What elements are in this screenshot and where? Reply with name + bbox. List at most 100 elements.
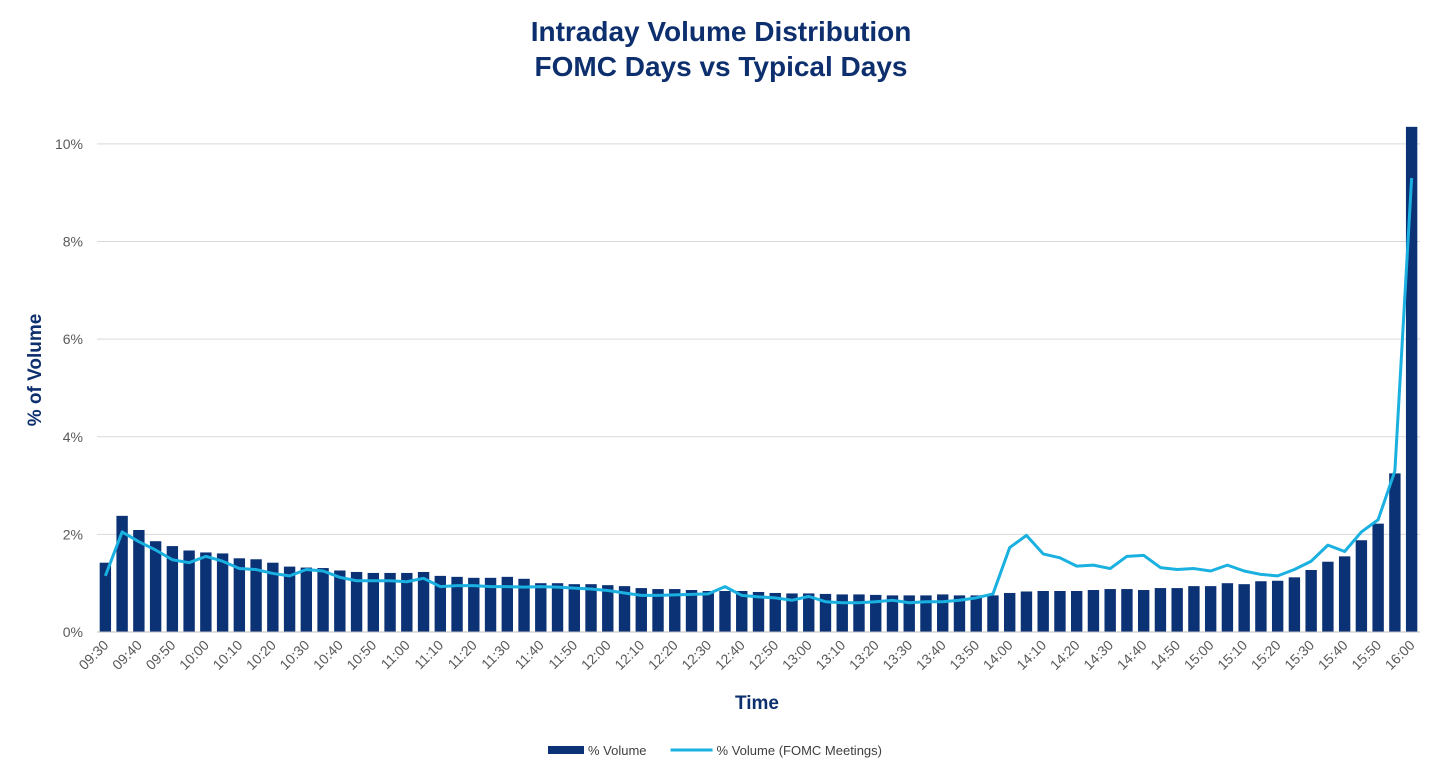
bar [1338, 556, 1351, 632]
bar [1020, 591, 1033, 632]
bar [451, 576, 463, 632]
bar [434, 575, 447, 632]
bar [970, 595, 982, 632]
bar [1255, 581, 1267, 632]
x-tick-label: 11:20 [445, 637, 481, 673]
bar [1322, 561, 1334, 632]
y-axis-title: % of Volume [25, 314, 46, 427]
x-tick-label: 13:50 [946, 637, 982, 673]
bar [401, 572, 413, 632]
bar [384, 572, 396, 632]
bar [618, 586, 631, 632]
bar [1037, 591, 1049, 632]
x-tick-label: 11:00 [378, 637, 414, 673]
bar [719, 591, 731, 632]
y-tick-label: 8% [63, 234, 83, 250]
x-axis-title: Time [735, 693, 779, 714]
legend-label: % Volume (FOMC Meetings) [717, 743, 882, 758]
x-tick-label: 12:00 [578, 637, 614, 673]
bar [702, 591, 714, 632]
chart-title: Intraday Volume Distribution [531, 16, 912, 47]
bar [1389, 473, 1401, 632]
bar [233, 558, 246, 632]
x-tick-label: 15:30 [1281, 637, 1317, 673]
x-tick-label: 09:40 [109, 637, 145, 673]
bar [736, 591, 748, 632]
bar [953, 595, 966, 632]
bar [166, 546, 179, 632]
x-tick-label: 13:40 [913, 637, 949, 673]
x-tick-label: 12:20 [645, 637, 681, 673]
x-tick-label: 15:40 [1315, 637, 1351, 673]
bar [350, 571, 363, 632]
x-tick-label: 12:30 [678, 637, 714, 673]
bar [99, 562, 112, 632]
bar [518, 578, 530, 632]
x-tick-label: 15:20 [1248, 637, 1284, 673]
x-tick-label: 16:00 [1382, 637, 1418, 673]
x-tick-label: 12:50 [745, 637, 781, 673]
bar [317, 568, 329, 632]
bar [1087, 590, 1100, 632]
bar [267, 562, 279, 632]
bar [250, 559, 262, 632]
bar [183, 550, 195, 632]
bar [551, 583, 564, 632]
x-tick-label: 11:10 [411, 637, 447, 673]
bar [535, 583, 547, 632]
x-tick-label: 15:00 [1181, 637, 1217, 673]
bar [870, 594, 882, 632]
chart-subtitle: FOMC Days vs Typical Days [535, 51, 908, 82]
bar [133, 529, 145, 632]
x-tick-label: 13:20 [846, 637, 882, 673]
x-tick-label: 12:10 [611, 637, 647, 673]
y-tick-label: 0% [63, 624, 83, 640]
bar [685, 590, 698, 632]
bar [1004, 592, 1016, 632]
x-tick-label: 10:30 [276, 637, 312, 673]
legend-swatch [548, 746, 584, 754]
bar [1305, 570, 1317, 632]
bar [1405, 126, 1418, 632]
bar [903, 595, 915, 632]
x-tick-label: 11:40 [512, 637, 548, 673]
bar [568, 584, 580, 632]
bar [1372, 523, 1384, 632]
bar [1355, 540, 1368, 632]
line [103, 178, 1414, 605]
bar [752, 591, 765, 632]
bar [836, 594, 848, 632]
x-tick-label: 11:50 [545, 637, 581, 673]
bar [937, 594, 949, 632]
bar [334, 570, 346, 632]
bar [468, 577, 480, 632]
bar [200, 552, 212, 632]
y-tick-label: 2% [63, 526, 83, 542]
bar [116, 515, 128, 632]
bar [417, 571, 430, 632]
x-tick-label: 15:50 [1348, 637, 1384, 673]
x-tick-label: 12:40 [712, 637, 748, 673]
x-tick-label: 15:10 [1214, 637, 1250, 673]
x-tick-label: 14:20 [1047, 637, 1083, 673]
bar [1204, 586, 1217, 632]
bar [1188, 586, 1200, 632]
x-tick-label: 14:00 [980, 637, 1016, 673]
y-tick-label: 6% [63, 331, 83, 347]
bar [216, 553, 229, 632]
bar [1221, 583, 1234, 632]
bar [819, 593, 832, 632]
x-tick-label: 10:40 [310, 637, 346, 673]
bar [769, 592, 781, 632]
bar [886, 595, 899, 632]
bar [1070, 591, 1083, 632]
x-tick-label: 13:30 [879, 637, 915, 673]
bar [1171, 588, 1183, 632]
bar [1137, 590, 1150, 632]
bar [283, 566, 296, 632]
bar [300, 567, 313, 632]
bar [1271, 580, 1284, 632]
bar [1054, 591, 1066, 632]
bar [1121, 589, 1133, 632]
